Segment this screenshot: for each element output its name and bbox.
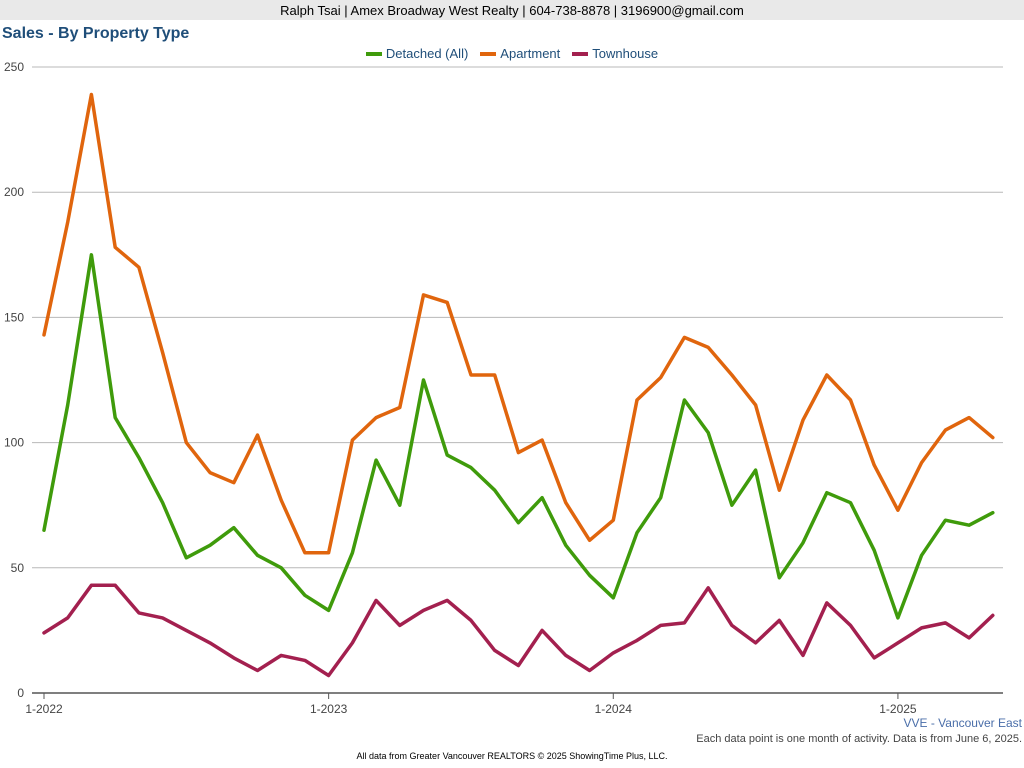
y-tick-label: 50 <box>11 561 25 575</box>
legend-item-townhouse[interactable]: Townhouse <box>572 46 658 61</box>
legend-item-apartment[interactable]: Apartment <box>480 46 560 61</box>
legend-label-apartment: Apartment <box>500 46 561 61</box>
x-tick-label: 1-2025 <box>879 702 917 716</box>
y-tick-label: 100 <box>4 436 24 450</box>
series-line-townhouse <box>42 583 995 678</box>
legend-swatch-apartment <box>480 51 497 56</box>
data-note: Each data point is one month of activity… <box>696 733 1022 745</box>
x-tick-label: 1-2024 <box>595 702 633 716</box>
top-banner: Ralph Tsai | Amex Broadway West Realty |… <box>0 0 1024 20</box>
legend-swatch-detached <box>365 51 382 56</box>
y-tick-label: 200 <box>4 185 24 199</box>
region-label: VVE - Vancouver East <box>903 716 1023 730</box>
y-tick-label: 250 <box>4 60 24 74</box>
legend-swatch-townhouse <box>572 51 589 56</box>
legend-label-detached: Detached (All) <box>385 46 469 61</box>
legend: Detached (All) Apartment Townhouse <box>0 46 1024 61</box>
x-tick-label: 1-2022 <box>25 702 63 716</box>
chart-title: Sales - By Property Type <box>2 25 190 42</box>
footer-credit: All data from Greater Vancouver REALTORS… <box>356 751 668 761</box>
y-tick-label: 150 <box>4 310 24 324</box>
legend-label-townhouse: Townhouse <box>592 46 659 61</box>
series-line-apartment <box>42 92 995 555</box>
y-tick-label: 0 <box>17 686 24 700</box>
series-line-detached <box>42 253 995 620</box>
legend-item-detached[interactable]: Detached (All) <box>365 46 469 61</box>
x-tick-label: 1-2023 <box>310 702 348 716</box>
